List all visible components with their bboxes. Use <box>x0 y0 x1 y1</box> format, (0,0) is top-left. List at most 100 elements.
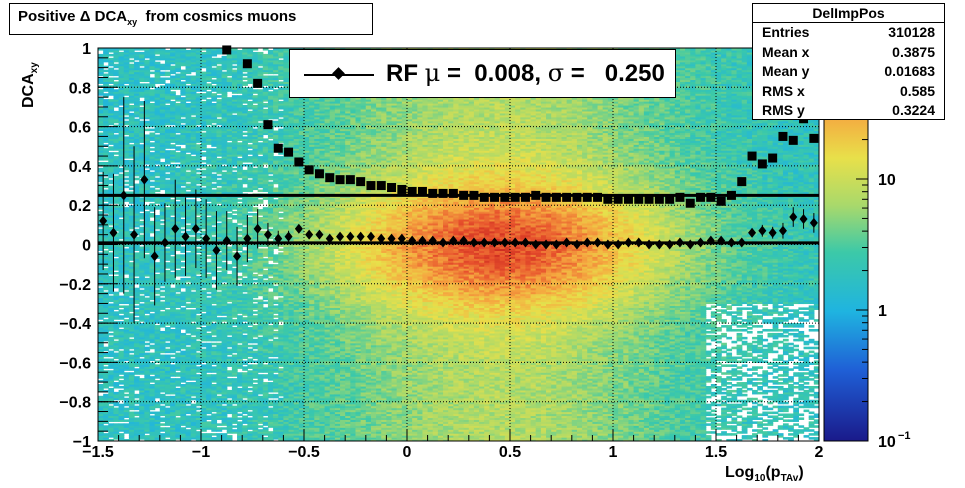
heatmap-cell <box>98 362 104 365</box>
heatmap-cell <box>201 415 207 419</box>
heatmap-cell <box>134 65 140 69</box>
heatmap-cell <box>195 140 202 143</box>
heatmap-cell <box>98 207 104 210</box>
heatmap-cell <box>108 69 115 73</box>
heatmap-cell <box>123 215 130 218</box>
heatmap-cell <box>190 211 197 214</box>
heatmap-cell <box>108 289 115 293</box>
heatmap-cell <box>206 75 212 79</box>
heatmap-cell <box>113 368 120 371</box>
heatmap-cell <box>164 181 171 185</box>
heatmap-cell <box>175 207 181 210</box>
heatmap-cell <box>108 315 115 318</box>
heatmap-cell <box>190 425 197 428</box>
heatmap-cell <box>123 59 130 63</box>
heatmap-cell <box>113 224 120 228</box>
heatmap-cell <box>98 236 104 240</box>
heatmap-cell <box>139 334 145 338</box>
heatmap-cell <box>206 360 212 363</box>
heatmap-cell <box>149 338 156 342</box>
heatmap-cell <box>175 301 181 305</box>
heatmap-cell <box>149 106 156 110</box>
heatmap-cell <box>113 140 120 143</box>
heatmap-cell <box>170 421 176 424</box>
heatmap-cell <box>123 63 130 67</box>
heatmap-cell <box>108 146 115 149</box>
heatmap-cell <box>128 317 135 320</box>
heatmap-cell <box>123 399 130 403</box>
heatmap-cell <box>108 93 115 96</box>
heatmap-cell <box>144 384 151 387</box>
heatmap-cell <box>103 189 109 193</box>
heatmap-cell <box>118 370 125 373</box>
heatmap-cell <box>159 407 166 411</box>
heatmap-cell <box>164 401 171 405</box>
heatmap-cell <box>108 63 115 67</box>
heatmap-cell <box>175 57 181 61</box>
heatmap-cell <box>206 126 212 130</box>
heatmap-cell <box>128 264 135 267</box>
heatmap-cell <box>154 136 161 139</box>
heatmap-cell <box>159 216 166 220</box>
heatmap-cell <box>164 321 171 324</box>
heatmap-cell <box>144 266 151 269</box>
heatmap-cell <box>164 67 171 71</box>
heatmap-cell <box>190 75 197 79</box>
heatmap-cell <box>108 352 115 356</box>
heatmap-cell <box>123 73 130 77</box>
heatmap-cell <box>108 413 115 417</box>
heatmap-cell <box>190 411 197 415</box>
heatmap-cell <box>149 199 156 202</box>
heatmap-cell <box>206 103 212 106</box>
heatmap-cell <box>128 268 135 271</box>
heatmap-cell <box>134 413 140 417</box>
heatmap-cell <box>118 262 125 265</box>
heatmap-cell <box>154 330 161 334</box>
heatmap-cell <box>237 315 243 318</box>
heatmap-cell <box>211 165 218 169</box>
heatmap-cell <box>175 380 181 383</box>
heatmap-cell <box>216 395 223 399</box>
heatmap-cell <box>195 236 202 240</box>
heatmap-cell <box>175 110 181 114</box>
heatmap-cell <box>237 417 243 420</box>
heatmap-cell <box>144 51 151 55</box>
heatmap-cell <box>108 266 115 269</box>
heatmap-cell <box>201 297 207 301</box>
heatmap-cell <box>170 395 176 399</box>
heatmap-cell <box>128 124 135 128</box>
heatmap-cell <box>195 51 202 55</box>
heatmap-cell <box>98 291 104 295</box>
heatmap-cell <box>185 395 192 399</box>
heatmap-cell <box>98 338 104 342</box>
heatmap-cell <box>164 209 171 212</box>
heatmap-cell <box>180 393 187 397</box>
heatmap-cell <box>237 236 243 240</box>
heatmap-cell <box>195 283 202 287</box>
heatmap-cell <box>118 295 125 299</box>
heatmap-cell <box>123 330 130 334</box>
heatmap-cell <box>211 152 218 155</box>
heatmap-cell <box>201 65 207 69</box>
heatmap-cell <box>159 207 166 210</box>
heatmap-cell <box>190 199 197 202</box>
heatmap-cell <box>190 431 197 434</box>
heatmap-cell <box>113 285 120 289</box>
heatmap-cell <box>180 163 187 167</box>
heatmap-cell <box>118 250 125 253</box>
heatmap-cell <box>180 57 187 61</box>
heatmap-cell <box>195 232 202 236</box>
heatmap-cell <box>201 283 207 287</box>
heatmap-cell <box>113 401 120 405</box>
heatmap-cell <box>211 307 218 310</box>
heatmap-cell <box>185 411 192 415</box>
heatmap-cell <box>134 291 140 295</box>
heatmap-cell <box>134 393 140 397</box>
heatmap-cell <box>108 138 115 141</box>
heatmap-cell <box>216 427 223 430</box>
heatmap-cell <box>103 403 109 407</box>
heatmap-cell <box>98 63 104 67</box>
heatmap-cell <box>180 380 187 383</box>
heatmap-cell <box>134 272 140 275</box>
heatmap-cell <box>128 285 135 289</box>
